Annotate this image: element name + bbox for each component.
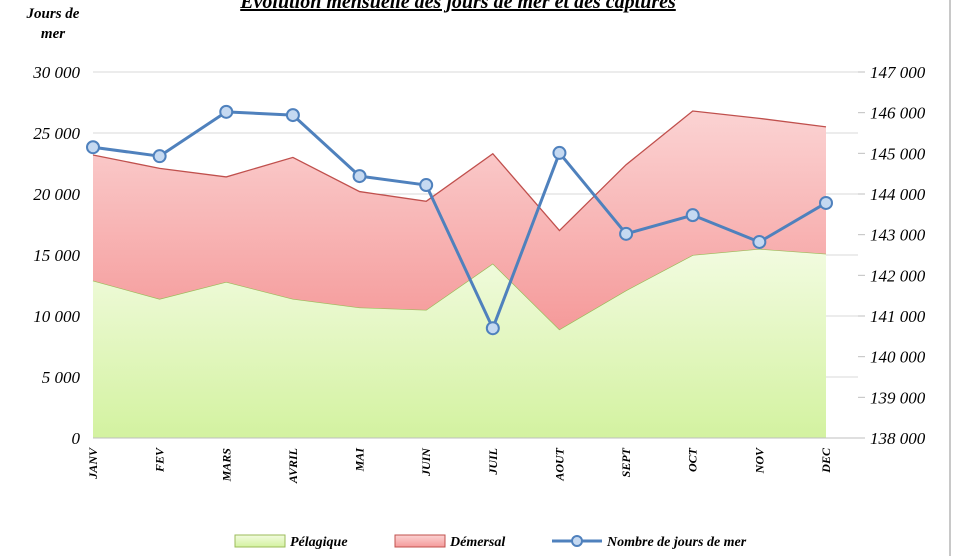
x-tick-label: DEC bbox=[819, 447, 833, 474]
y-tick-label: 20 000 bbox=[33, 185, 80, 204]
line-marker bbox=[352, 169, 367, 184]
chart-title: Evolution mensuelle des jours de mer et … bbox=[239, 0, 676, 13]
legend-item: Démersal bbox=[394, 534, 505, 550]
legend-marker bbox=[571, 535, 583, 547]
y2-tick-label: 141 000 bbox=[870, 307, 926, 326]
y2-tick-label: 147 000 bbox=[870, 63, 926, 82]
legend-label: Démersal bbox=[449, 535, 505, 550]
y2-tick-label: 138 000 bbox=[870, 429, 926, 448]
y-tick-label: 0 bbox=[72, 429, 81, 448]
line-marker bbox=[419, 178, 434, 193]
x-tick-label: AVRIL bbox=[286, 448, 300, 484]
x-tick-label: NOV bbox=[752, 447, 766, 474]
line-marker bbox=[86, 140, 100, 155]
y-axis-title: Jours de mer bbox=[26, 6, 80, 42]
y-tick-label: 30 000 bbox=[32, 63, 80, 82]
x-tick-label: MAI bbox=[353, 447, 367, 473]
line-marker bbox=[485, 321, 500, 336]
line-marker bbox=[685, 208, 700, 223]
area-edge bbox=[92, 110, 827, 232]
y-tick-label: 15 000 bbox=[33, 246, 80, 265]
legend-label: Nombre de jours de mer bbox=[606, 535, 747, 550]
area bbox=[93, 111, 826, 330]
y-tick-label: 25 000 bbox=[33, 124, 80, 143]
x-tick-label: JUIL bbox=[486, 448, 500, 476]
y2-tick-label: 143 000 bbox=[870, 226, 926, 245]
line-marker bbox=[152, 149, 167, 164]
x-tick-label: SEPT bbox=[619, 447, 633, 477]
legend-item: Pélagique bbox=[234, 534, 348, 550]
line-marker bbox=[219, 104, 234, 119]
line-marker bbox=[552, 145, 567, 160]
y-tick-label: 10 000 bbox=[33, 307, 80, 326]
y2-tick-label: 140 000 bbox=[870, 348, 926, 367]
y2-tick-label: 145 000 bbox=[870, 144, 926, 163]
line-marker bbox=[619, 226, 634, 241]
x-tick-label: FEV bbox=[153, 447, 167, 473]
legend-swatch bbox=[234, 534, 286, 548]
x-tick-label: JUIN bbox=[419, 447, 433, 477]
x-tick-label: MARS bbox=[219, 448, 233, 483]
y2-tick-label: 144 000 bbox=[870, 185, 926, 204]
y2-tick-label: 139 000 bbox=[870, 388, 926, 407]
legend-item: Nombre de jours de mer bbox=[552, 535, 747, 550]
y2-tick-label: 142 000 bbox=[870, 266, 926, 285]
area bbox=[93, 248, 826, 438]
legend-label: Pélagique bbox=[290, 535, 348, 550]
line-marker bbox=[285, 108, 300, 123]
legend-swatch bbox=[394, 534, 446, 548]
y2-tick-label: 146 000 bbox=[870, 104, 926, 123]
line-marker bbox=[819, 195, 833, 210]
x-tick-label: OCT bbox=[686, 447, 700, 472]
x-tick-label: AOUT bbox=[552, 447, 566, 481]
y-tick-label: 5 000 bbox=[42, 368, 81, 387]
x-tick-label: JANV bbox=[86, 447, 100, 480]
line bbox=[92, 110, 827, 330]
line-marker bbox=[752, 234, 767, 249]
